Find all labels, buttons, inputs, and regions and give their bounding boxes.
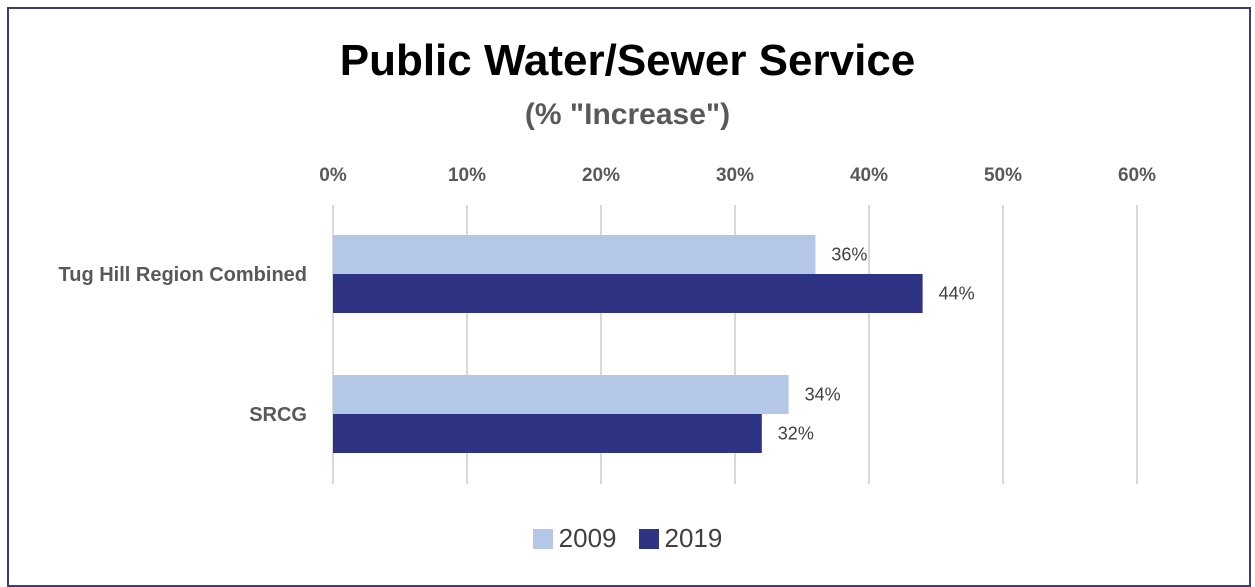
x-tick-label: 0%: [319, 165, 347, 186]
bar: [333, 375, 789, 414]
legend-swatch-2009: [532, 528, 553, 549]
chart-legend: 2009 2019: [0, 523, 1255, 554]
bar: [333, 274, 923, 313]
x-tick-label: 10%: [448, 165, 486, 186]
data-label: 34%: [805, 385, 841, 405]
x-tick-label: 20%: [582, 165, 620, 186]
legend-label-2019: 2019: [664, 523, 723, 553]
bar: [333, 414, 762, 453]
bar: [333, 235, 816, 274]
category-label: SRCG: [249, 404, 307, 426]
legend-item-2019: 2019: [638, 523, 723, 554]
category-label: Tug Hill Region Combined: [59, 264, 308, 286]
data-label: 36%: [831, 245, 867, 265]
chart-title: Public Water/Sewer Service: [339, 36, 916, 85]
data-label: 44%: [939, 284, 975, 304]
chart-subtitle: (% "Increase"): [524, 98, 731, 131]
x-tick-label: 50%: [984, 165, 1022, 186]
legend-label-2009: 2009: [558, 523, 617, 553]
legend-item-2009: 2009: [532, 523, 617, 554]
data-label: 32%: [778, 424, 814, 444]
legend-swatch-2019: [638, 528, 659, 549]
x-tick-label: 30%: [716, 165, 754, 186]
x-tick-label: 40%: [850, 165, 888, 186]
x-tick-label: 60%: [1118, 165, 1156, 186]
